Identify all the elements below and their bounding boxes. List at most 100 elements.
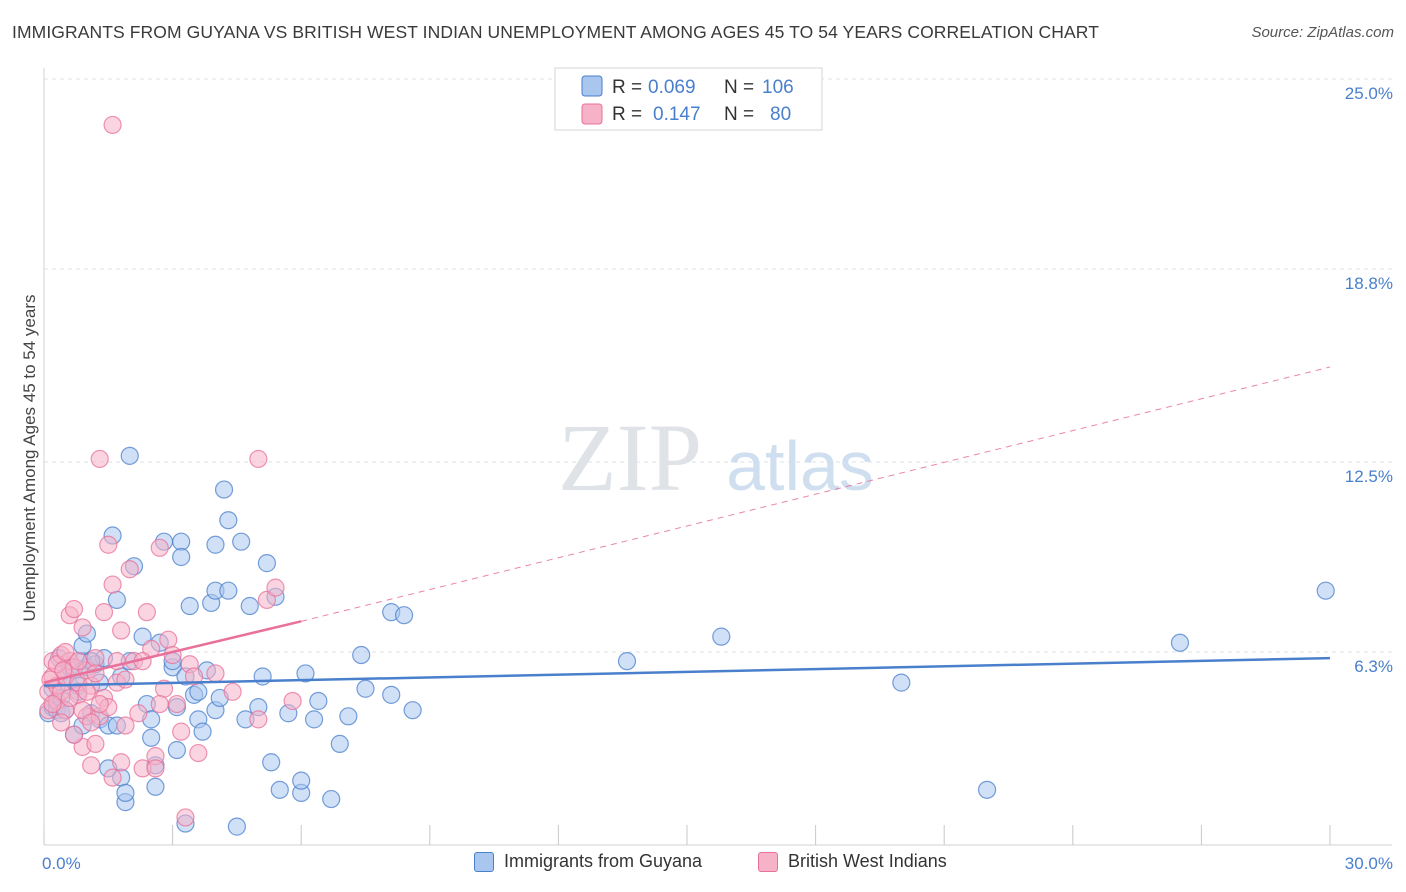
point-bwi-30 [103,575,122,594]
legend-swatch-bwi [581,103,603,125]
point-bwi-50 [172,722,191,741]
trend-line-guyana [43,656,1331,687]
x-tick-labels: 0.0% 30.0% [42,854,1393,873]
point-bwi-23 [86,734,105,753]
point-bwi-53 [184,667,204,686]
y-tick-label-2: 18.8% [1345,274,1393,293]
x-tick-label-0: 0.0% [42,854,81,873]
point-bwi-65 [52,713,71,732]
point-guyana-84 [352,645,371,665]
point-bwi-71 [77,682,96,701]
point-bwi-34 [112,621,131,640]
legend-r-value-1: 0.069 [648,77,696,98]
correlation-legend: R = 0.069 N = 106 R = 0.147 N = 80 [554,67,823,131]
point-bwi-31 [103,768,122,787]
data-points [39,115,1335,836]
point-guyana-89 [403,701,422,720]
point-guyana-93 [1170,633,1190,652]
point-guyana-90 [617,652,637,671]
point-guyana-81 [322,789,341,809]
point-bwi-36 [116,670,135,689]
point-guyana-38 [142,728,161,747]
y-tick-label-1: 12.5% [1345,467,1393,486]
point-bwi-73 [86,664,105,683]
point-bwi-63 [43,694,62,714]
point-bwi-22 [86,648,105,668]
point-guyana-62 [214,480,234,499]
point-bwi-17 [73,618,92,637]
point-guyana-82 [330,734,349,753]
series-label-bwi: British West Indians [788,851,947,871]
point-bwi-44 [146,759,165,778]
point-guyana-91 [712,627,731,646]
point-bwi-51 [176,808,195,827]
point-guyana-79 [304,710,324,729]
x-tick-label-1: 30.0% [1345,854,1393,873]
legend-n-value-2: 80 [770,104,791,125]
point-bwi-68 [64,725,84,744]
point-bwi-58 [249,449,268,469]
trend-extension-bwi [301,366,1331,622]
point-bwi-57 [249,710,268,729]
point-guyana-71 [257,554,277,573]
point-bwi-26 [94,603,114,622]
point-bwi-55 [206,664,225,683]
legend-swatch-guyana [581,75,603,97]
point-bwi-24 [90,449,109,469]
point-guyana-34 [120,446,139,465]
point-guyana-65 [227,817,246,836]
point-guyana-72 [262,753,281,772]
point-bwi-49 [167,694,186,714]
point-guyana-47 [172,532,191,551]
point-guyana-80 [309,691,328,711]
point-bwi-67 [60,688,79,708]
point-bwi-74 [90,694,109,714]
series-swatch-guyana [474,851,494,872]
point-guyana-51 [180,596,199,616]
point-guyana-40 [146,777,165,796]
point-bwi-62 [103,115,122,135]
legend-r-label-2: R = [612,104,642,125]
point-bwi-77 [150,694,169,714]
point-guyana-64 [219,511,238,530]
point-bwi-69 [69,652,88,671]
point-bwi-56 [223,682,242,701]
point-guyana-68 [240,596,259,616]
point-guyana-77 [292,771,311,790]
axes [43,68,1392,846]
point-bwi-12 [64,599,84,619]
point-guyana-74 [270,780,289,799]
point-bwi-41 [137,603,156,622]
legend-r-value-2: 0.147 [653,104,701,125]
point-bwi-39 [129,704,148,723]
series-swatch-bwi [758,851,778,872]
point-guyana-32 [116,783,135,803]
point-bwi-60 [266,578,285,597]
point-guyana-45 [167,740,186,760]
point-guyana-28 [107,590,126,609]
y-tick-label-3: 25.0% [1345,84,1393,103]
y-tick-label-0: 6.3% [1354,657,1393,676]
legend-r-label-1: R = [612,77,642,98]
point-guyana-78 [296,664,315,683]
point-guyana-66 [232,532,251,551]
point-bwi-48 [163,645,182,665]
series-label-guyana: Immigrants from Guyana [504,851,703,871]
point-guyana-92 [892,673,911,692]
legend-n-label-2: N = [724,104,754,125]
point-guyana-83 [339,707,358,726]
point-guyana-95 [977,780,997,799]
point-bwi-20 [82,756,101,775]
point-bwi-37 [120,560,139,579]
point-guyana-55 [193,722,212,741]
point-bwi-35 [112,753,131,772]
gridlines [44,78,1392,653]
watermark: ZIP atlas [558,404,874,511]
trend-lines [43,366,1331,687]
chart-source: Source: ZipAtlas.com [1251,24,1394,41]
point-guyana-48 [172,547,191,567]
legend-n-value-1: 106 [762,77,794,98]
trend-line-bwi [43,620,302,684]
point-guyana-85 [356,679,375,698]
